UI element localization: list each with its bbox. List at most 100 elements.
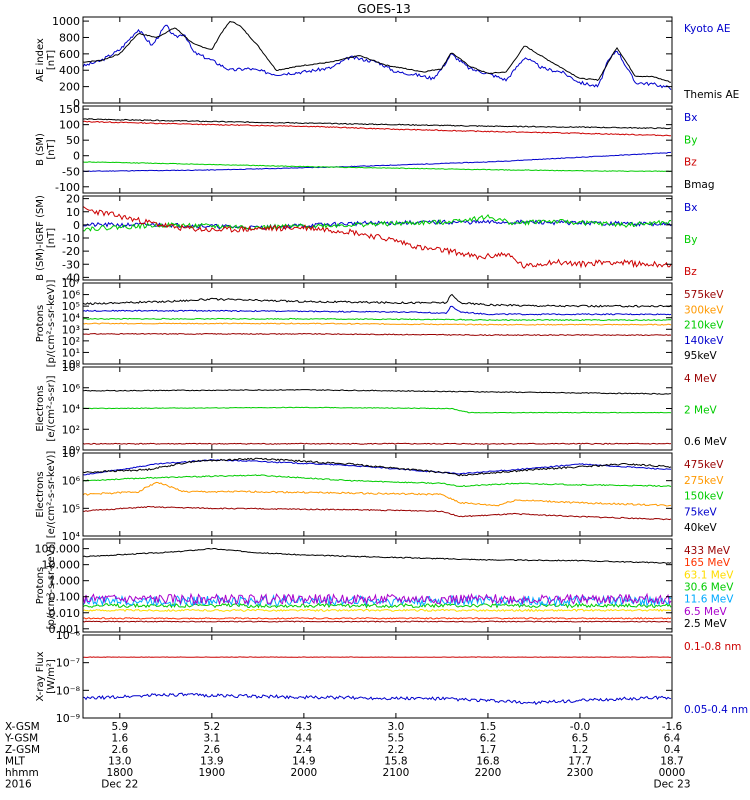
panel-protons_mev: 0.001 0.010 0.100 1.000 10.000 100.000Protons…	[35, 538, 734, 636]
panel-bsm: -100 -50 0 50 100 150 B (SM)[nT] Bx By Bz Bmag	[35, 103, 715, 194]
legend-entry: 433 MeV	[684, 545, 731, 557]
legend-entry: 2 MeV	[684, 405, 718, 417]
legend-entry: 11.6 MeV	[684, 594, 734, 606]
legend-entry: 75keV	[684, 506, 718, 518]
ephemeris-value: 1800	[106, 767, 133, 779]
panel-xray: 10⁻⁹ 10⁻⁸ 10⁻⁷ 10⁻⁶ X-ray Flux[W/m²] 0.1-0.8 …	[35, 629, 748, 725]
time-axis: X-GSM 5.9 5.2 4.3 3.0 1.5 -0.0 -1.6 Y-GSM 1.6 3.1 4…	[4, 721, 691, 791]
ephemeris-value: 1.7	[480, 744, 497, 756]
ephemeris-value: 15.8	[384, 756, 407, 768]
y-tick-label: 0.010	[49, 607, 81, 620]
legend-entry: 0.6 MeV	[684, 436, 728, 448]
legend-entry: Bz	[684, 157, 697, 169]
legend-entry: Kyoto AE	[684, 23, 730, 35]
ephemeris-row-label: Z-GSM	[5, 744, 40, 756]
ephemeris-value: 4.3	[296, 721, 313, 733]
legend-entry: 95keV	[684, 350, 718, 362]
y-tick-label: -30	[62, 258, 80, 271]
ephemeris-value: 1.5	[480, 721, 497, 733]
y-tick-label: 10⁶	[62, 289, 81, 302]
y-tick-label: 10⁶	[62, 475, 81, 488]
y-tick-label: 0.001	[49, 623, 81, 636]
series-electrons_kev-2	[83, 474, 672, 488]
series-protons_mev-0	[83, 620, 671, 623]
y-tick-label: 10⁵	[62, 300, 80, 313]
series-bsm-0	[83, 151, 672, 173]
y-tick-label: 10¹	[62, 346, 80, 359]
ephemeris-row-label: X-GSM	[5, 721, 40, 733]
ephemeris-value: 6.2	[480, 733, 497, 745]
panel-frame	[82, 282, 673, 365]
legend-entry: Bx	[684, 112, 697, 124]
ephemeris-value: -0.0	[570, 721, 591, 733]
y-tick-label: 10²	[62, 335, 80, 348]
series-protons_kev-0	[83, 332, 672, 337]
ephemeris-row-label: 2016	[5, 779, 32, 791]
y-tick-label: 10⁰	[62, 358, 81, 371]
panel-frame	[82, 16, 673, 104]
series-ae-1	[83, 20, 672, 83]
series-protons_kev-2	[83, 317, 672, 322]
series-electrons_mev-0	[83, 442, 672, 445]
ephemeris-value: 5.2	[203, 721, 220, 733]
panel-frame	[82, 105, 673, 194]
y-tick-label: 50	[66, 134, 80, 147]
legend-entry: Bx	[684, 202, 697, 214]
panel-frame	[82, 538, 673, 633]
ephemeris-value: 2.4	[296, 744, 313, 756]
ephemeris-value: 13.0	[108, 756, 131, 768]
series-protons_mev-6	[83, 547, 672, 564]
ephemeris-value: 6.4	[664, 733, 681, 745]
ephemeris-value: 18.7	[660, 756, 683, 768]
panel-frame	[82, 366, 673, 451]
ephemeris-value: Dec 22	[101, 779, 138, 791]
y-tick-label: 10⁰	[62, 444, 81, 457]
y-tick-label: 150	[59, 103, 80, 116]
series-bigrf-1	[83, 214, 672, 232]
ephemeris-value: Dec 23	[653, 779, 690, 791]
ephemeris-value: 1.2	[572, 744, 589, 756]
legend-entry: 0.05-0.4 nm	[684, 704, 748, 716]
y-tick-label: 10⁸	[62, 361, 81, 374]
ephemeris-value: 3.0	[388, 721, 405, 733]
series-electrons_kev-0	[83, 505, 672, 521]
series-protons_mev-3	[83, 602, 672, 609]
legend-entry: By	[684, 234, 697, 246]
series-xray-0	[83, 656, 672, 658]
series-protons_mev-5	[83, 592, 672, 606]
series-bsm-1	[83, 161, 672, 173]
ephemeris-value: 13.9	[200, 756, 223, 768]
y-axis-label: AE index[nT]	[35, 38, 57, 82]
series-xray-1	[83, 692, 672, 706]
y-tick-label: 10³	[62, 323, 80, 336]
y-tick-label: 10⁷	[62, 277, 80, 290]
y-tick-label: -40	[62, 271, 80, 284]
legend-entry: 575keV	[684, 289, 724, 301]
y-tick-label: 20	[66, 193, 80, 206]
legend-entry: 4 MeV	[684, 373, 718, 385]
y-tick-label: 0	[73, 97, 80, 110]
y-tick-label: 10⁴	[62, 312, 81, 325]
series-electrons_mev-1	[83, 406, 672, 414]
ephemeris-row-label: hhmm	[5, 767, 39, 779]
ephemeris-value: 1.6	[111, 733, 128, 745]
legend-entry: 140keV	[684, 335, 724, 347]
y-tick-label: -50	[62, 165, 80, 178]
legend-entry: 150keV	[684, 491, 724, 503]
y-tick-label: 10.000	[42, 559, 81, 572]
y-tick-label: -10	[62, 232, 80, 245]
y-axis-label: X-ray Flux[W/m²]	[35, 651, 57, 701]
series-bigrf-2	[83, 206, 672, 269]
y-tick-label: 10⁴	[62, 530, 81, 543]
y-tick-label: 800	[59, 31, 80, 44]
ephemeris-value: 2.6	[203, 744, 220, 756]
y-tick-label: 10⁻⁶	[56, 629, 81, 642]
y-tick-label: 0	[73, 150, 80, 163]
ephemeris-value: 3.1	[203, 733, 220, 745]
ephemeris-row-label: Y-GSM	[4, 733, 38, 745]
legend-entry: 0.1-0.8 nm	[684, 641, 741, 653]
y-tick-label: -100	[55, 181, 80, 194]
y-tick-label: 600	[59, 48, 80, 61]
